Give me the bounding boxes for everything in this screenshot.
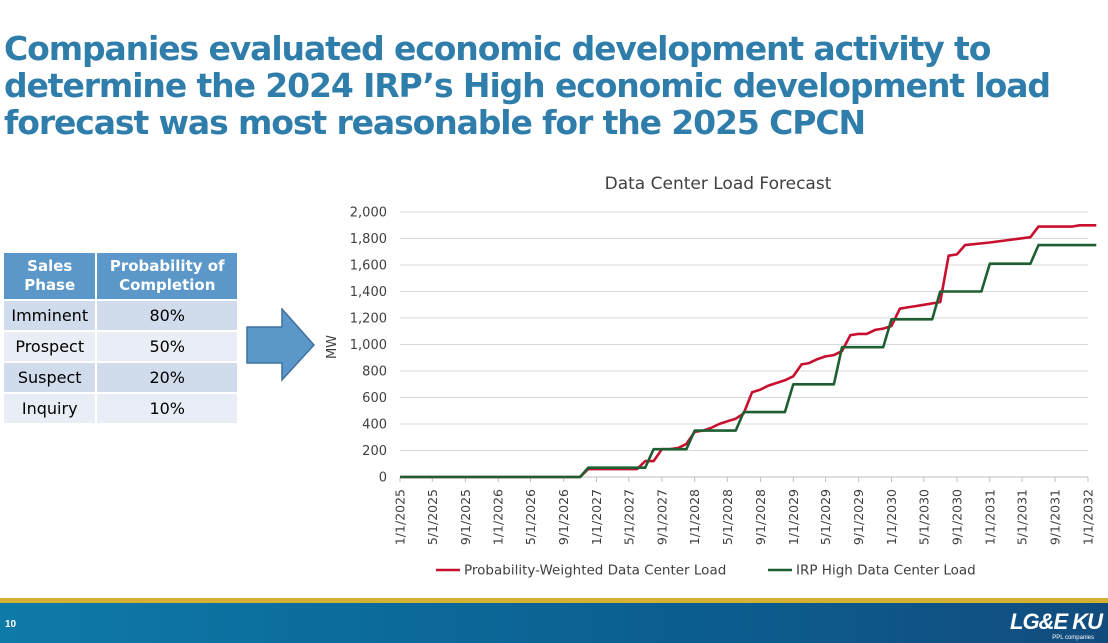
- y-tick-label: 600: [362, 391, 387, 406]
- probability-cell: 10%: [96, 392, 237, 423]
- legend-label: Probability-Weighted Data Center Load: [464, 563, 726, 579]
- table-row: Suspect 20%: [4, 361, 237, 393]
- x-tick-label: 5/1/2025: [425, 489, 440, 545]
- x-tick-label: 5/1/2031: [1015, 489, 1030, 545]
- x-tick-label: 9/1/2031: [1048, 489, 1063, 545]
- x-tick-label: 9/1/2027: [654, 489, 669, 545]
- x-tick-label: 1/1/2030: [884, 489, 899, 545]
- y-tick-label: 1,400: [350, 285, 387, 300]
- y-tick-label: 1,600: [350, 259, 387, 274]
- page-number: 10: [5, 619, 17, 630]
- series-line-irp-high: [400, 243, 1097, 479]
- x-tick-label: 9/1/2026: [556, 489, 571, 545]
- y-tick-label: 0: [379, 471, 387, 486]
- x-tick-label: 1/1/2025: [393, 489, 408, 545]
- x-tick-label: 5/1/2030: [916, 489, 931, 545]
- y-tick-label: 2,000: [350, 206, 387, 221]
- x-tick-label: 5/1/2027: [621, 489, 636, 545]
- sales-phase-table: Sales Phase Probability of Completion Im…: [4, 253, 237, 423]
- table-row: Imminent 80%: [4, 299, 237, 331]
- probability-cell: 20%: [96, 361, 237, 393]
- column-header-sales-phase: Sales Phase: [4, 253, 98, 300]
- sales-phase-cell: Suspect: [4, 361, 98, 393]
- sales-phase-cell: Imminent: [4, 299, 98, 331]
- series-line-probability-weighted: [400, 223, 1097, 479]
- x-tick-label: 1/1/2026: [491, 489, 506, 545]
- x-tick-label: 9/1/2029: [851, 489, 866, 545]
- footer-bar: 10 LG&E KU PPL companies: [0, 603, 1108, 643]
- table-row: Prospect 50%: [4, 330, 237, 362]
- y-axis-label: MW: [325, 335, 340, 359]
- probability-cell: 80%: [96, 299, 237, 331]
- company-logo: LG&E KU PPL companies: [1010, 609, 1103, 641]
- x-tick-label: 5/1/2028: [720, 489, 735, 545]
- x-tick-label: 1/1/2029: [786, 489, 801, 545]
- x-tick-label: 1/1/2027: [589, 489, 604, 545]
- x-tick-label: 1/1/2028: [687, 489, 702, 545]
- y-tick-label: 400: [362, 418, 387, 433]
- probability-cell: 50%: [96, 330, 237, 362]
- x-tick-label: 9/1/2028: [753, 489, 768, 545]
- footer-accent-bar: [0, 598, 1108, 603]
- y-tick-label: 1,000: [350, 338, 387, 353]
- table-header-row: Sales Phase Probability of Completion: [4, 253, 237, 300]
- sales-phase-cell: Prospect: [4, 330, 98, 362]
- logo-subtext: PPL companies: [1052, 635, 1094, 641]
- arrow-right-icon: [246, 308, 316, 382]
- x-tick-label: 1/1/2032: [1081, 489, 1096, 545]
- y-tick-label: 1,200: [350, 312, 387, 327]
- column-header-probability: Probability of Completion: [96, 253, 237, 300]
- x-tick-label: 9/1/2030: [949, 489, 964, 545]
- x-tick-label: 5/1/2029: [818, 489, 833, 545]
- logo-text: LG&E KU: [1010, 609, 1103, 634]
- table-row: Inquiry 10%: [4, 392, 237, 423]
- x-tick-label: 1/1/2031: [982, 489, 997, 545]
- y-tick-label: 200: [362, 444, 387, 459]
- slide-title: Companies evaluated economic development…: [4, 29, 1051, 142]
- chart-title: Data Center Load Forecast: [605, 174, 832, 194]
- legend-label: IRP High Data Center Load: [796, 563, 976, 579]
- data-center-load-chart: Data Center Load Forecast MW 0 200 400 600 8…: [325, 174, 1097, 579]
- x-tick-label: 5/1/2026: [523, 489, 538, 545]
- y-tick-label: 800: [362, 365, 387, 380]
- sales-phase-cell: Inquiry: [4, 392, 98, 423]
- y-tick-label: 1,800: [350, 232, 387, 247]
- x-tick-label: 9/1/2025: [458, 489, 473, 545]
